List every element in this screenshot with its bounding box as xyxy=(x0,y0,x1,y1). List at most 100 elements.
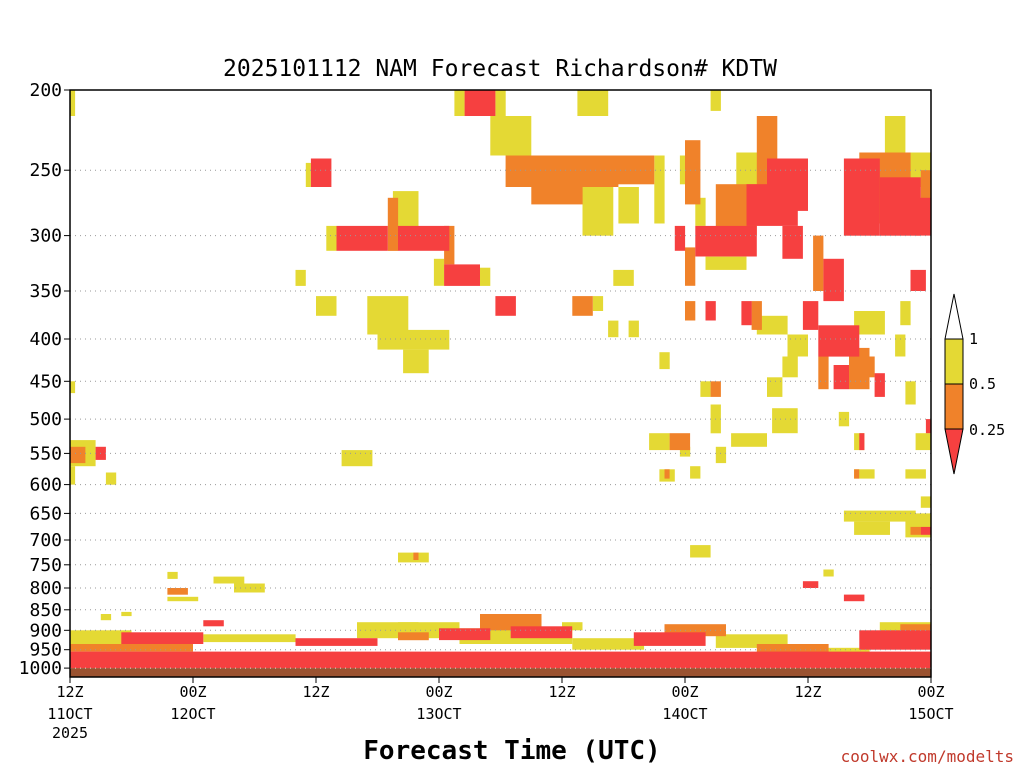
cell-mid-5 xyxy=(572,296,593,316)
cell-low-33 xyxy=(633,632,706,646)
cell-high-63 xyxy=(213,576,245,584)
cell-low-2 xyxy=(336,225,388,251)
cell-high-69 xyxy=(203,634,296,643)
y-axis: 200 250 300 350 400 450 500 550 600 650 700 7508008… xyxy=(19,80,70,679)
ytick-label-400: 400 xyxy=(29,329,62,350)
cell-high-70 xyxy=(357,622,460,639)
colorbar-label-0.5: 0.5 xyxy=(969,375,996,393)
cell-low-9 xyxy=(879,177,921,236)
colorbar-legend: 1 0.5 0.25 xyxy=(944,293,1005,475)
cell-low-5 xyxy=(495,296,516,316)
cell-high-33 xyxy=(895,334,906,357)
cell-high-22 xyxy=(613,269,634,286)
cell-mid-0 xyxy=(505,155,619,187)
cell-mid-22 xyxy=(910,526,921,535)
cell-low-24 xyxy=(920,526,932,535)
cell-mid-6 xyxy=(685,140,701,205)
cell-low-0 xyxy=(464,90,496,116)
cell-high-21 xyxy=(628,320,639,338)
cell-low-12 xyxy=(695,225,757,257)
cell-low-3 xyxy=(398,225,450,251)
cell-high-15 xyxy=(295,269,306,286)
ytick-label-250: 250 xyxy=(29,160,62,181)
cell-low-1 xyxy=(310,158,332,187)
cell-mid-28 xyxy=(480,614,542,631)
colorbar-bottom-triangle xyxy=(944,428,964,475)
cell-high-24 xyxy=(695,197,706,226)
cell-high-79 xyxy=(562,622,583,631)
cell-mid-15 xyxy=(818,356,829,390)
cell-mid-3 xyxy=(387,197,399,251)
xtick-line2-5: 14OCT xyxy=(662,705,707,723)
cell-low-26 xyxy=(802,581,819,588)
cell-high-39 xyxy=(772,408,798,434)
cell-mid-13 xyxy=(685,301,696,321)
cell-high-19 xyxy=(403,349,429,374)
cell-low-19 xyxy=(833,365,849,390)
cell-low-31 xyxy=(439,628,491,641)
ytick-label-700: 700 xyxy=(29,530,62,551)
cell-low-23 xyxy=(925,419,931,434)
cell-high-68 xyxy=(70,630,132,644)
cell-low-14 xyxy=(823,258,844,302)
cell-high-12 xyxy=(433,258,445,286)
plot-frame xyxy=(69,89,932,678)
credit-text: coolwx.com/modelts xyxy=(841,747,1014,766)
xtick-line2-0: 11OCT xyxy=(47,705,92,723)
x-axis-label: Forecast Time (UTC) xyxy=(363,736,660,766)
cell-mid-19 xyxy=(669,433,691,451)
cell-high-2 xyxy=(490,116,532,156)
cell-high-53 xyxy=(854,521,890,535)
cell-low-22 xyxy=(859,433,865,451)
cell-high-6 xyxy=(618,187,639,224)
cell-high-30 xyxy=(787,334,808,357)
cell-high-4 xyxy=(710,90,721,111)
cell-high-27 xyxy=(884,116,906,156)
cell-high-61 xyxy=(70,381,76,394)
cell-low-4 xyxy=(444,264,480,286)
cell-low-20 xyxy=(874,373,885,397)
cell-low-16 xyxy=(741,301,752,326)
cell-high-41 xyxy=(679,446,691,457)
cell-high-35 xyxy=(767,377,783,397)
cell-high-13 xyxy=(480,267,491,286)
ytick-label-850: 850 xyxy=(29,600,62,621)
colorbar-label-0.25: 0.25 xyxy=(969,421,1005,439)
cell-low-28 xyxy=(70,651,931,669)
cell-high-78 xyxy=(398,622,419,629)
cell-high-7 xyxy=(654,155,665,224)
cell-mid-14 xyxy=(751,301,762,330)
cell-high-58 xyxy=(70,466,76,485)
cell-low-27 xyxy=(843,594,865,602)
cell-low-10 xyxy=(915,197,931,236)
cell-mid-11 xyxy=(685,247,696,286)
cell-high-34 xyxy=(900,301,911,326)
cell-low-30 xyxy=(295,638,378,646)
cell-mid-10 xyxy=(920,170,932,224)
cell-high-11 xyxy=(326,225,337,251)
cell-mid-24 xyxy=(413,552,419,560)
ground-layer xyxy=(70,668,931,677)
pressure-gridlines xyxy=(70,169,931,669)
ytick-label-500: 500 xyxy=(29,409,62,430)
cell-high-20 xyxy=(608,320,619,338)
cell-high-40 xyxy=(649,433,670,451)
xtick-line1-7: 00Z xyxy=(917,683,944,701)
cell-high-29 xyxy=(756,315,788,335)
cell-high-50 xyxy=(905,469,926,479)
cell-high-77 xyxy=(121,611,132,617)
cell-high-28 xyxy=(705,256,747,270)
cell-high-0 xyxy=(454,90,465,116)
ground-fill xyxy=(70,668,931,677)
xtick-line2-3: 13OCT xyxy=(416,705,461,723)
cell-low-7 xyxy=(767,158,808,211)
cell-high-3 xyxy=(577,90,609,116)
xtick-line2-7: 15OCT xyxy=(908,705,953,723)
cell-high-48 xyxy=(915,433,931,451)
xtick-line1-1: 00Z xyxy=(179,683,206,701)
ytick-label-300: 300 xyxy=(29,226,62,247)
cell-low-17 xyxy=(802,301,819,330)
cell-high-60 xyxy=(70,90,76,116)
